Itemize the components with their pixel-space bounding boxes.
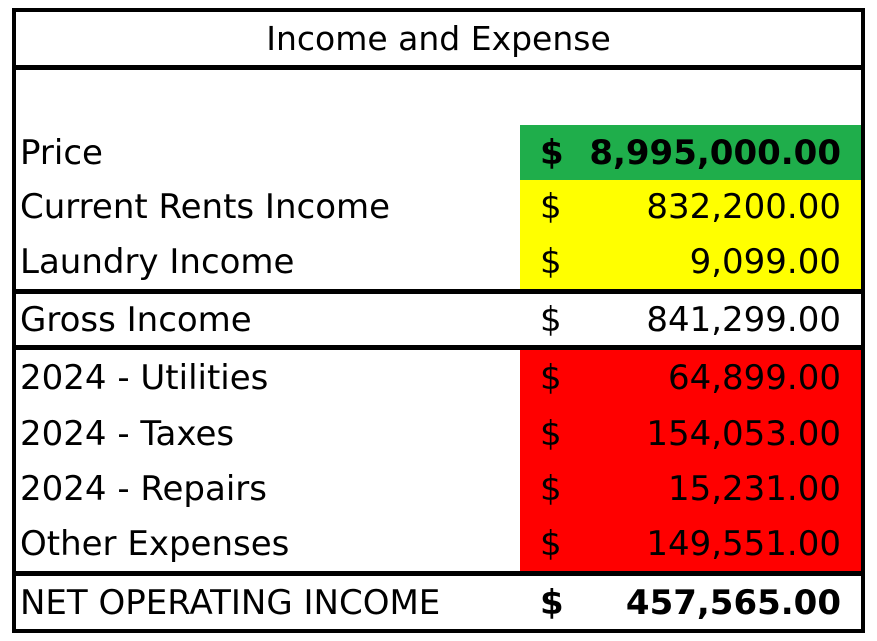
utilities-amount: 64,899.00 [667, 358, 841, 398]
current-rents-label: Current Rents Income [20, 187, 391, 227]
row-price: Price $ 8,995,000.00 [16, 125, 861, 180]
income-expense-table: Income and Expense Price $ 8,995,000.00 … [12, 8, 865, 633]
other-expenses-label: Other Expenses [20, 523, 290, 564]
noi-amount: 457,565.00 [625, 582, 841, 623]
repairs-value-cell[interactable]: $ 15,231.00 [520, 461, 861, 516]
gross-income-amount: 841,299.00 [646, 299, 841, 340]
laundry-label: Laundry Income [20, 241, 295, 282]
other-expenses-currency: $ [540, 523, 562, 564]
current-rents-value-cell[interactable]: $ 832,200.00 [520, 180, 861, 234]
laundry-currency: $ [540, 241, 562, 282]
current-rents-currency: $ [540, 187, 562, 227]
noi-label: NET OPERATING INCOME [20, 582, 441, 623]
noi-value-cell[interactable]: $ 457,565.00 [520, 576, 861, 629]
table-title-text: Income and Expense [266, 19, 611, 58]
row-repairs: 2024 - Repairs $ 15,231.00 [16, 461, 861, 516]
utilities-currency: $ [540, 358, 562, 398]
repairs-label: 2024 - Repairs [20, 468, 267, 509]
row-taxes: 2024 - Taxes $ 154,053.00 [16, 406, 861, 461]
repairs-currency: $ [540, 468, 562, 509]
price-value-cell[interactable]: $ 8,995,000.00 [520, 125, 861, 180]
noi-currency: $ [540, 582, 564, 623]
separator-line [16, 571, 861, 576]
repairs-amount: 15,231.00 [667, 468, 841, 509]
separator-line [16, 345, 861, 350]
utilities-label: 2024 - Utilities [20, 358, 269, 398]
laundry-amount: 9,099.00 [689, 241, 841, 282]
price-amount: 8,995,000.00 [589, 132, 841, 173]
taxes-label: 2024 - Taxes [20, 413, 235, 454]
row-gross-income: Gross Income $ 841,299.00 [16, 294, 861, 345]
gross-income-currency: $ [540, 299, 562, 340]
taxes-value-cell[interactable]: $ 154,053.00 [520, 406, 861, 461]
laundry-value-cell[interactable]: $ 9,099.00 [520, 234, 861, 289]
row-current-rents-income: Current Rents Income $ 832,200.00 [16, 180, 861, 234]
utilities-value-cell[interactable]: $ 64,899.00 [520, 350, 861, 406]
row-laundry-income: Laundry Income $ 9,099.00 [16, 234, 861, 289]
other-expenses-value-cell[interactable]: $ 149,551.00 [520, 516, 861, 571]
taxes-amount: 154,053.00 [646, 413, 841, 454]
current-rents-amount: 832,200.00 [646, 187, 841, 227]
separator-line [16, 289, 861, 294]
price-label: Price [20, 132, 103, 173]
row-utilities: 2024 - Utilities $ 64,899.00 [16, 350, 861, 406]
gross-income-value-cell[interactable]: $ 841,299.00 [520, 294, 861, 345]
row-net-operating-income: NET OPERATING INCOME $ 457,565.00 [16, 576, 861, 629]
other-expenses-amount: 149,551.00 [646, 523, 841, 564]
row-other-expenses: Other Expenses $ 149,551.00 [16, 516, 861, 571]
price-currency: $ [540, 132, 564, 173]
gross-income-label: Gross Income [20, 299, 252, 340]
table-title: Income and Expense [16, 12, 861, 70]
taxes-currency: $ [540, 413, 562, 454]
